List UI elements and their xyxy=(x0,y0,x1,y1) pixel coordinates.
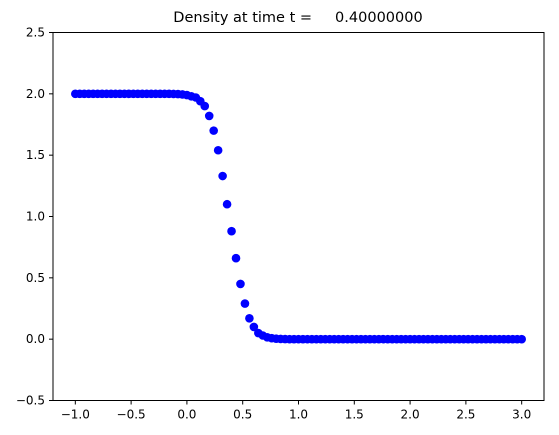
x-tick-label: 2.5 xyxy=(456,408,475,422)
data-point xyxy=(227,226,236,236)
data-points xyxy=(71,89,526,344)
data-point xyxy=(517,334,526,344)
x-tick-label: 2.0 xyxy=(401,408,420,422)
y-tick-label: 2.5 xyxy=(26,26,45,40)
data-point xyxy=(213,145,223,155)
chart-title: Density at time t = 0.40000000 xyxy=(173,10,422,26)
plot-frame xyxy=(52,32,545,401)
data-point xyxy=(222,199,232,209)
y-tick-label: 2.0 xyxy=(26,87,45,101)
y-tick-label: 0.0 xyxy=(26,332,45,346)
data-point xyxy=(245,314,254,323)
x-tick-label: −0.5 xyxy=(117,408,146,422)
x-tick-label: 1.0 xyxy=(289,408,308,422)
y-axis-ticks: −0.5 0.0 0.5 1.0 1.5 2.0 2.5 xyxy=(16,26,53,408)
data-point xyxy=(209,126,218,135)
y-tick-label: 1.5 xyxy=(26,148,45,162)
x-axis-ticks: −1.0 −0.5 0.0 0.5 1.0 1.5 2.0 2.5 3.0 xyxy=(61,400,531,422)
data-point xyxy=(218,171,227,181)
data-point xyxy=(200,101,210,111)
x-tick-label: 1.5 xyxy=(345,408,364,422)
data-point xyxy=(204,111,214,121)
x-tick-label: 0.0 xyxy=(177,408,196,422)
x-tick-label: 3.0 xyxy=(512,408,531,422)
y-tick-label: 1.0 xyxy=(26,210,45,224)
data-point xyxy=(231,253,241,263)
y-tick-label: −0.5 xyxy=(16,394,45,408)
data-point xyxy=(236,279,245,289)
y-tick-label: 0.5 xyxy=(26,271,45,285)
data-point xyxy=(249,322,259,332)
data-point xyxy=(240,299,250,308)
x-tick-label: −1.0 xyxy=(61,408,90,422)
x-tick-label: 0.5 xyxy=(233,408,252,422)
